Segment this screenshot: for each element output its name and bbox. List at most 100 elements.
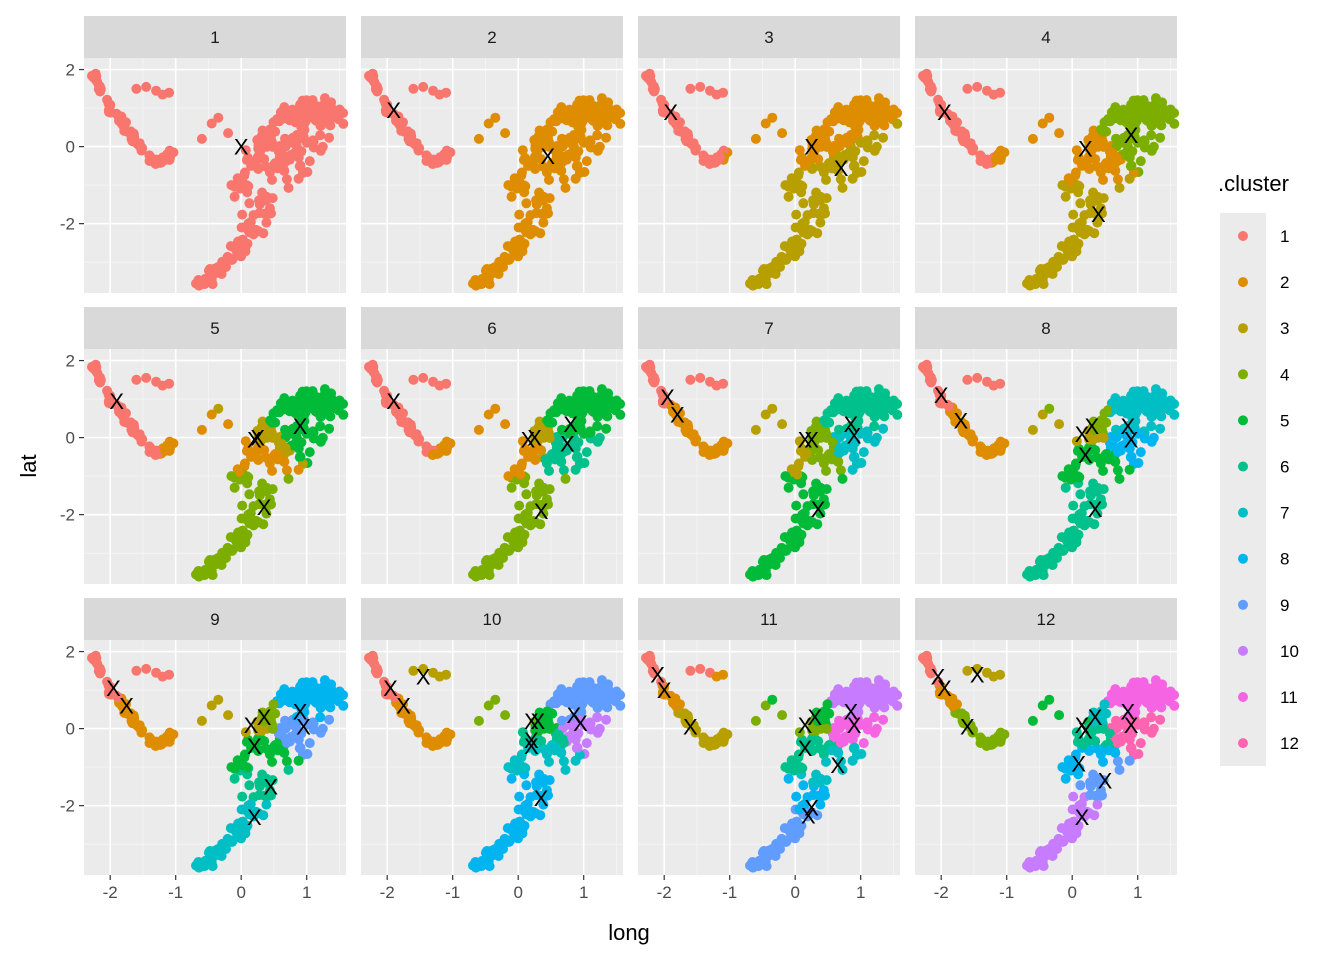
data-point <box>514 209 525 220</box>
data-point <box>787 175 798 186</box>
data-point <box>845 109 856 120</box>
data-point <box>847 173 858 184</box>
data-point <box>213 112 224 123</box>
data-point <box>427 450 438 460</box>
data-point <box>293 464 304 475</box>
data-point <box>750 424 761 435</box>
centroid-marker: X <box>521 428 536 453</box>
data-point <box>933 94 944 105</box>
data-point <box>794 727 805 738</box>
data-point <box>715 734 725 744</box>
data-point <box>369 368 380 378</box>
data-point <box>247 448 258 459</box>
data-point <box>815 508 826 519</box>
centroid-marker: X <box>844 412 859 437</box>
data-points <box>641 68 903 291</box>
data-point <box>798 489 809 500</box>
data-point <box>578 428 589 439</box>
data-point <box>204 846 215 856</box>
data-point <box>1110 165 1121 176</box>
data-point <box>283 473 294 484</box>
data-point <box>1058 545 1069 556</box>
data-point <box>923 368 934 378</box>
data-point <box>602 411 613 422</box>
data-point <box>753 279 764 290</box>
data-point <box>280 443 291 454</box>
data-point <box>880 103 891 114</box>
data-point <box>282 689 293 700</box>
data-point <box>679 709 690 720</box>
data-point <box>1071 727 1082 738</box>
x-tick-label: -1 <box>999 883 1014 902</box>
facet-strip <box>915 307 1177 349</box>
data-point <box>263 163 274 174</box>
data-point <box>1121 408 1132 419</box>
data-point <box>570 173 581 184</box>
data-point <box>557 734 568 745</box>
data-point <box>418 663 429 674</box>
data-point <box>221 844 231 854</box>
data-point <box>517 145 528 156</box>
data-point <box>767 694 778 705</box>
centroid-marker: X <box>560 431 575 456</box>
centroid-marker: X <box>1124 713 1139 738</box>
centroid-marker: X <box>937 676 952 701</box>
data-point <box>943 110 954 121</box>
data-point <box>254 499 265 510</box>
data-point <box>282 398 293 409</box>
data-point <box>860 391 871 402</box>
data-point <box>775 844 785 854</box>
data-point <box>157 671 168 682</box>
centroid-marker: X <box>524 734 539 759</box>
data-point <box>125 127 136 138</box>
centroid-marker: X <box>524 728 539 753</box>
data-point <box>290 438 300 449</box>
legend-label: 11 <box>1280 688 1298 707</box>
centroid-marker: X <box>798 428 813 453</box>
data-point <box>230 244 241 255</box>
data-point <box>1112 756 1123 767</box>
data-point <box>750 715 761 726</box>
data-point <box>844 147 854 158</box>
data-point <box>1078 157 1089 168</box>
data-point <box>510 757 521 768</box>
data-point <box>1090 134 1100 145</box>
data-point <box>791 209 802 220</box>
data-point <box>507 244 518 255</box>
data-point <box>547 417 558 428</box>
data-point <box>817 163 828 174</box>
data-points <box>641 359 903 582</box>
data-point <box>851 386 862 397</box>
data-point <box>1070 749 1081 760</box>
centroid-marker: X <box>1121 414 1136 439</box>
data-point <box>196 715 207 726</box>
data-point <box>948 119 958 129</box>
data-point <box>791 791 802 802</box>
data-point <box>112 692 123 703</box>
data-point <box>808 195 819 206</box>
data-point <box>879 120 890 131</box>
data-point <box>833 456 844 467</box>
data-point <box>879 411 890 422</box>
data-point <box>254 195 265 206</box>
data-point <box>679 418 690 429</box>
x-tick-label: -2 <box>934 883 949 902</box>
legend-label: 5 <box>1280 411 1289 430</box>
data-point <box>379 385 390 396</box>
x-tick-label: 0 <box>1067 883 1076 902</box>
legend-label: 4 <box>1280 365 1289 384</box>
legend-key-7 <box>1238 507 1248 518</box>
data-point <box>261 508 272 519</box>
data-point <box>230 535 241 546</box>
data-point <box>787 757 798 768</box>
facet-strip <box>84 16 346 58</box>
legend-key-background <box>1220 213 1266 766</box>
data-point <box>992 152 1002 162</box>
centroid-marker: X <box>1124 428 1139 453</box>
data-point <box>1097 790 1107 801</box>
facet-strip <box>361 16 623 58</box>
data-point <box>257 735 268 746</box>
data-point <box>1085 790 1096 801</box>
data-point <box>223 128 234 139</box>
